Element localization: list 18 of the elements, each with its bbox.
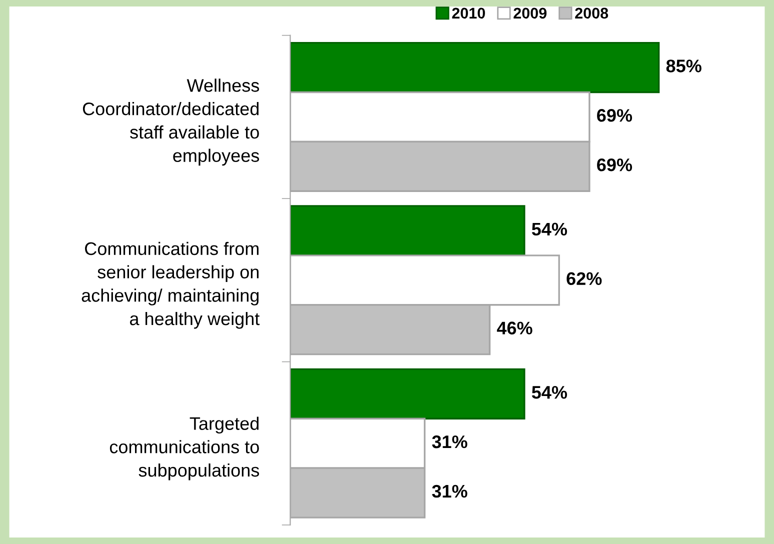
data-label: 62% [566,272,602,286]
data-label: 54% [532,222,568,236]
y-tick-label: Wellness Coordinator/dedicated staff available to employees [82,78,260,166]
legend-label: 2010 [452,8,485,19]
bar [290,368,526,420]
bar [290,42,660,94]
data-label: 69% [597,158,632,172]
data-label: 69% [597,109,632,122]
y-tick-label: Communications from senior leadership on achieving/ maintaining a healthy weight [82,242,260,329]
bar [290,205,526,256]
legend-label: 2009 [514,8,547,19]
legend-label: 2008 [575,8,608,19]
data-label: 54% [532,386,568,399]
data-label: 46% [496,322,532,334]
data-label: 31% [432,484,468,498]
data-label: 85% [666,60,702,72]
data-label: 31% [432,435,468,448]
y-tick-label: Targeted communications to subpopulations [110,416,260,480]
